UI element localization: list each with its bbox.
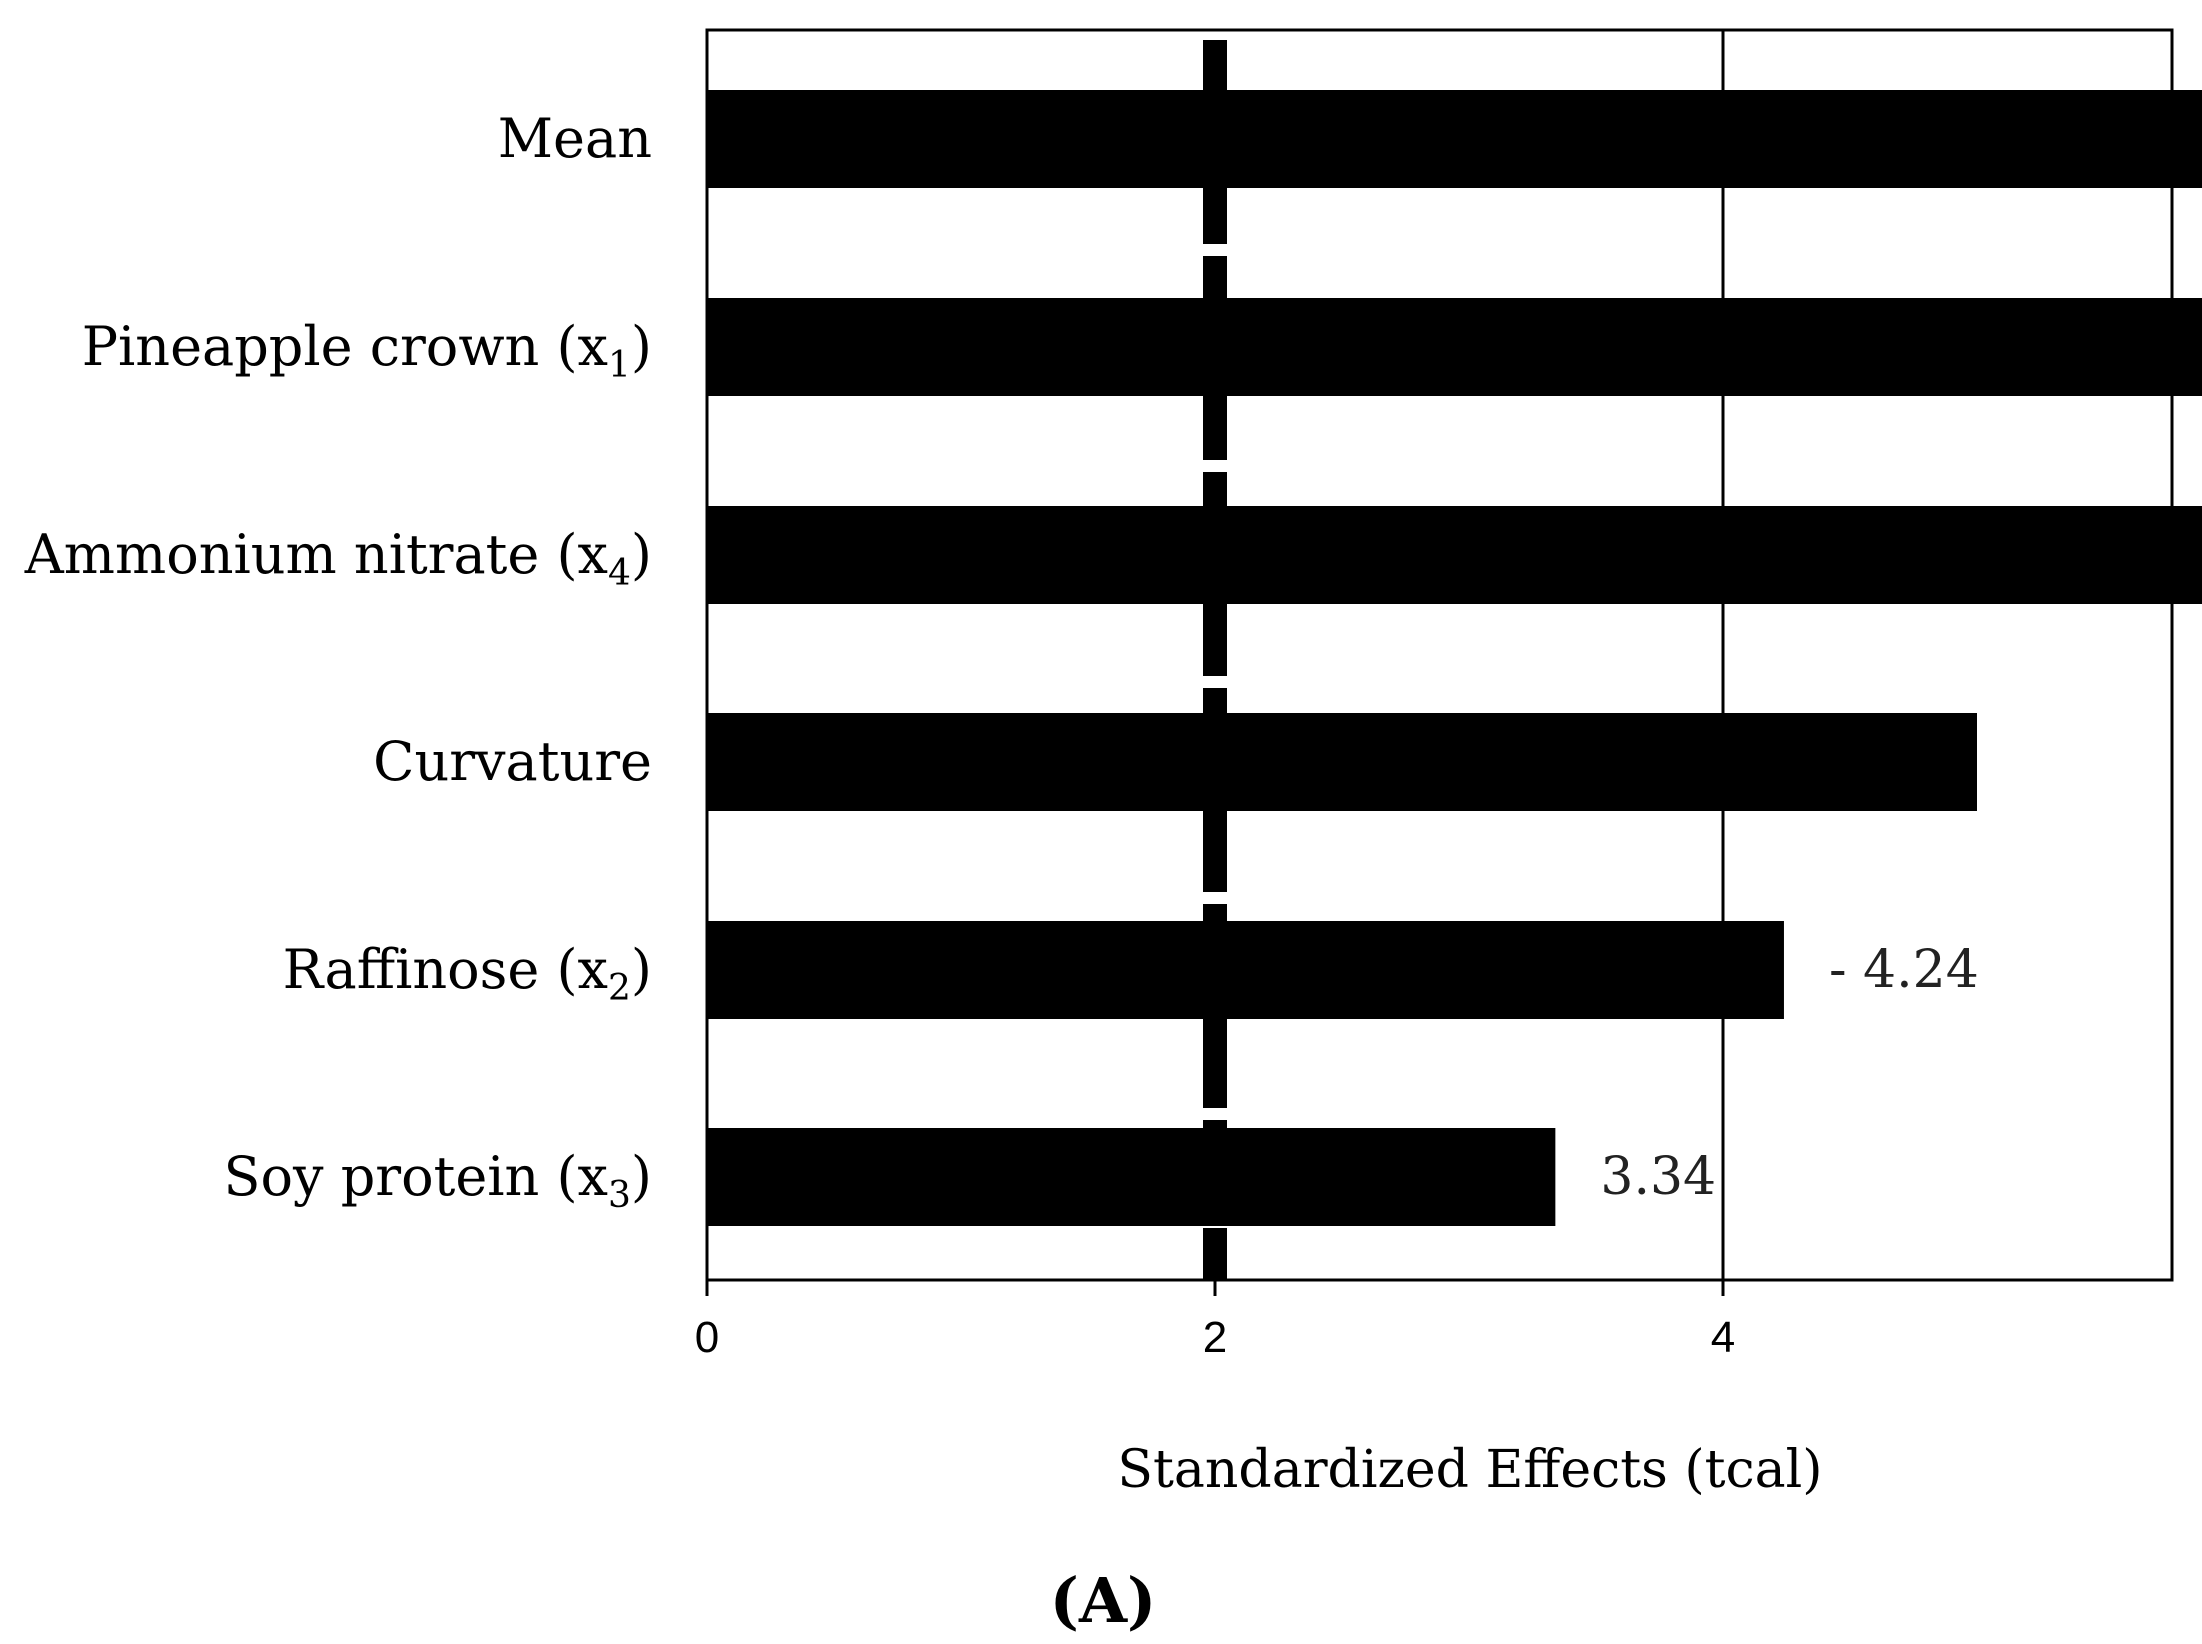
category-label-4: Raffinose (x2) (283, 938, 652, 1009)
bars (707, 90, 2202, 1226)
plot-frame (705, 28, 2174, 1282)
data-label-5: 3.34 (1600, 1147, 1716, 1207)
data-label-4: - 4.24 (1829, 940, 1979, 1000)
x-tick-label-2: 2 (1203, 1313, 1227, 1362)
bar-4 (707, 921, 1784, 1019)
category-label-5: Soy protein (x3) (224, 1145, 652, 1216)
category-label-3: Curvature (373, 730, 652, 793)
bar-3 (707, 713, 1977, 811)
category-label-0: Mean (498, 107, 652, 170)
bar-0 (707, 90, 2202, 188)
category-label-2: Ammonium nitrate (x4) (24, 523, 652, 594)
category-label-1: Pineapple crown (x1) (82, 315, 652, 386)
data-labels: 7.757.43- 4.243.34 (1600, 940, 1979, 1207)
category-labels: Mean Pineapple crown (x1) Ammonium nitrate… (24, 107, 652, 1216)
x-axis-ticks: 0246810 (695, 1280, 1735, 1362)
gridlines (1721, 30, 1725, 1280)
panel-label: (A) (1050, 1564, 1157, 1637)
bar-5 (707, 1128, 1556, 1226)
bar-1 (707, 298, 2202, 396)
x-axis-label: Standardized Effects (tcal) (1117, 1440, 1822, 1500)
x-tick-label-0: 0 (695, 1313, 719, 1362)
bar-2 (707, 506, 2202, 604)
x-tick-label-4: 4 (1711, 1313, 1735, 1362)
